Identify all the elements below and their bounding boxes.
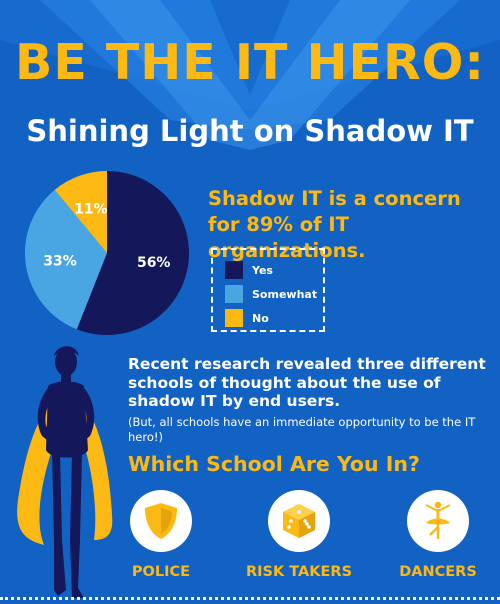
research-note: (But, all schools have an immediate oppo… bbox=[128, 415, 476, 444]
legend-item-yes: Yes bbox=[225, 258, 323, 282]
footer-dotted-divider bbox=[0, 597, 500, 600]
headline: Shadow IT is a concern for 89% of IT org… bbox=[208, 187, 461, 262]
school-dancers[interactable]: DANCERS bbox=[383, 490, 493, 580]
shield-icon bbox=[145, 503, 177, 539]
school-police[interactable]: POLICE bbox=[106, 490, 216, 580]
page-subtitle: Shining Light on Shadow IT bbox=[26, 114, 474, 148]
school-police-label: POLICE bbox=[131, 564, 191, 580]
pie-slice-yes bbox=[76, 171, 189, 335]
page-title: BE THE IT HERO: bbox=[14, 34, 486, 91]
pie-slice-somewhat bbox=[24, 189, 108, 330]
shadow-it-pie-chart: 56% 33% 11% bbox=[24, 171, 189, 335]
school-police-circle bbox=[130, 490, 192, 552]
legend-label-yes: Yes bbox=[252, 263, 273, 277]
legend-label-no: No bbox=[252, 311, 269, 325]
school-risk-takers[interactable]: RISK TAKERS bbox=[244, 490, 354, 580]
school-risk-takers-label: RISK TAKERS bbox=[245, 564, 353, 580]
legend-item-no: No bbox=[225, 306, 323, 330]
superhero-silhouette-icon bbox=[17, 346, 113, 598]
school-dancers-label: DANCERS bbox=[399, 564, 477, 580]
legend-swatch-no bbox=[225, 309, 243, 327]
pie-slice-no bbox=[54, 171, 107, 253]
pie-label-somewhat: 33% bbox=[43, 253, 77, 269]
chart-legend: Yes Somewhat No bbox=[211, 248, 325, 332]
pie-label-no: 11% bbox=[74, 201, 108, 217]
ballerina-icon bbox=[425, 501, 451, 539]
research-text: Recent research revealed three different… bbox=[128, 355, 486, 410]
legend-swatch-somewhat bbox=[225, 285, 243, 303]
pie-label-yes: 56% bbox=[137, 255, 171, 271]
school-risk-takers-circle bbox=[268, 490, 330, 552]
school-question: Which School Are You In? bbox=[128, 452, 420, 476]
legend-swatch-yes bbox=[225, 261, 243, 279]
dice-icon bbox=[283, 504, 315, 538]
school-dancers-circle bbox=[407, 490, 469, 552]
legend-label-somewhat: Somewhat bbox=[252, 287, 318, 301]
legend-item-somewhat: Somewhat bbox=[225, 282, 323, 306]
